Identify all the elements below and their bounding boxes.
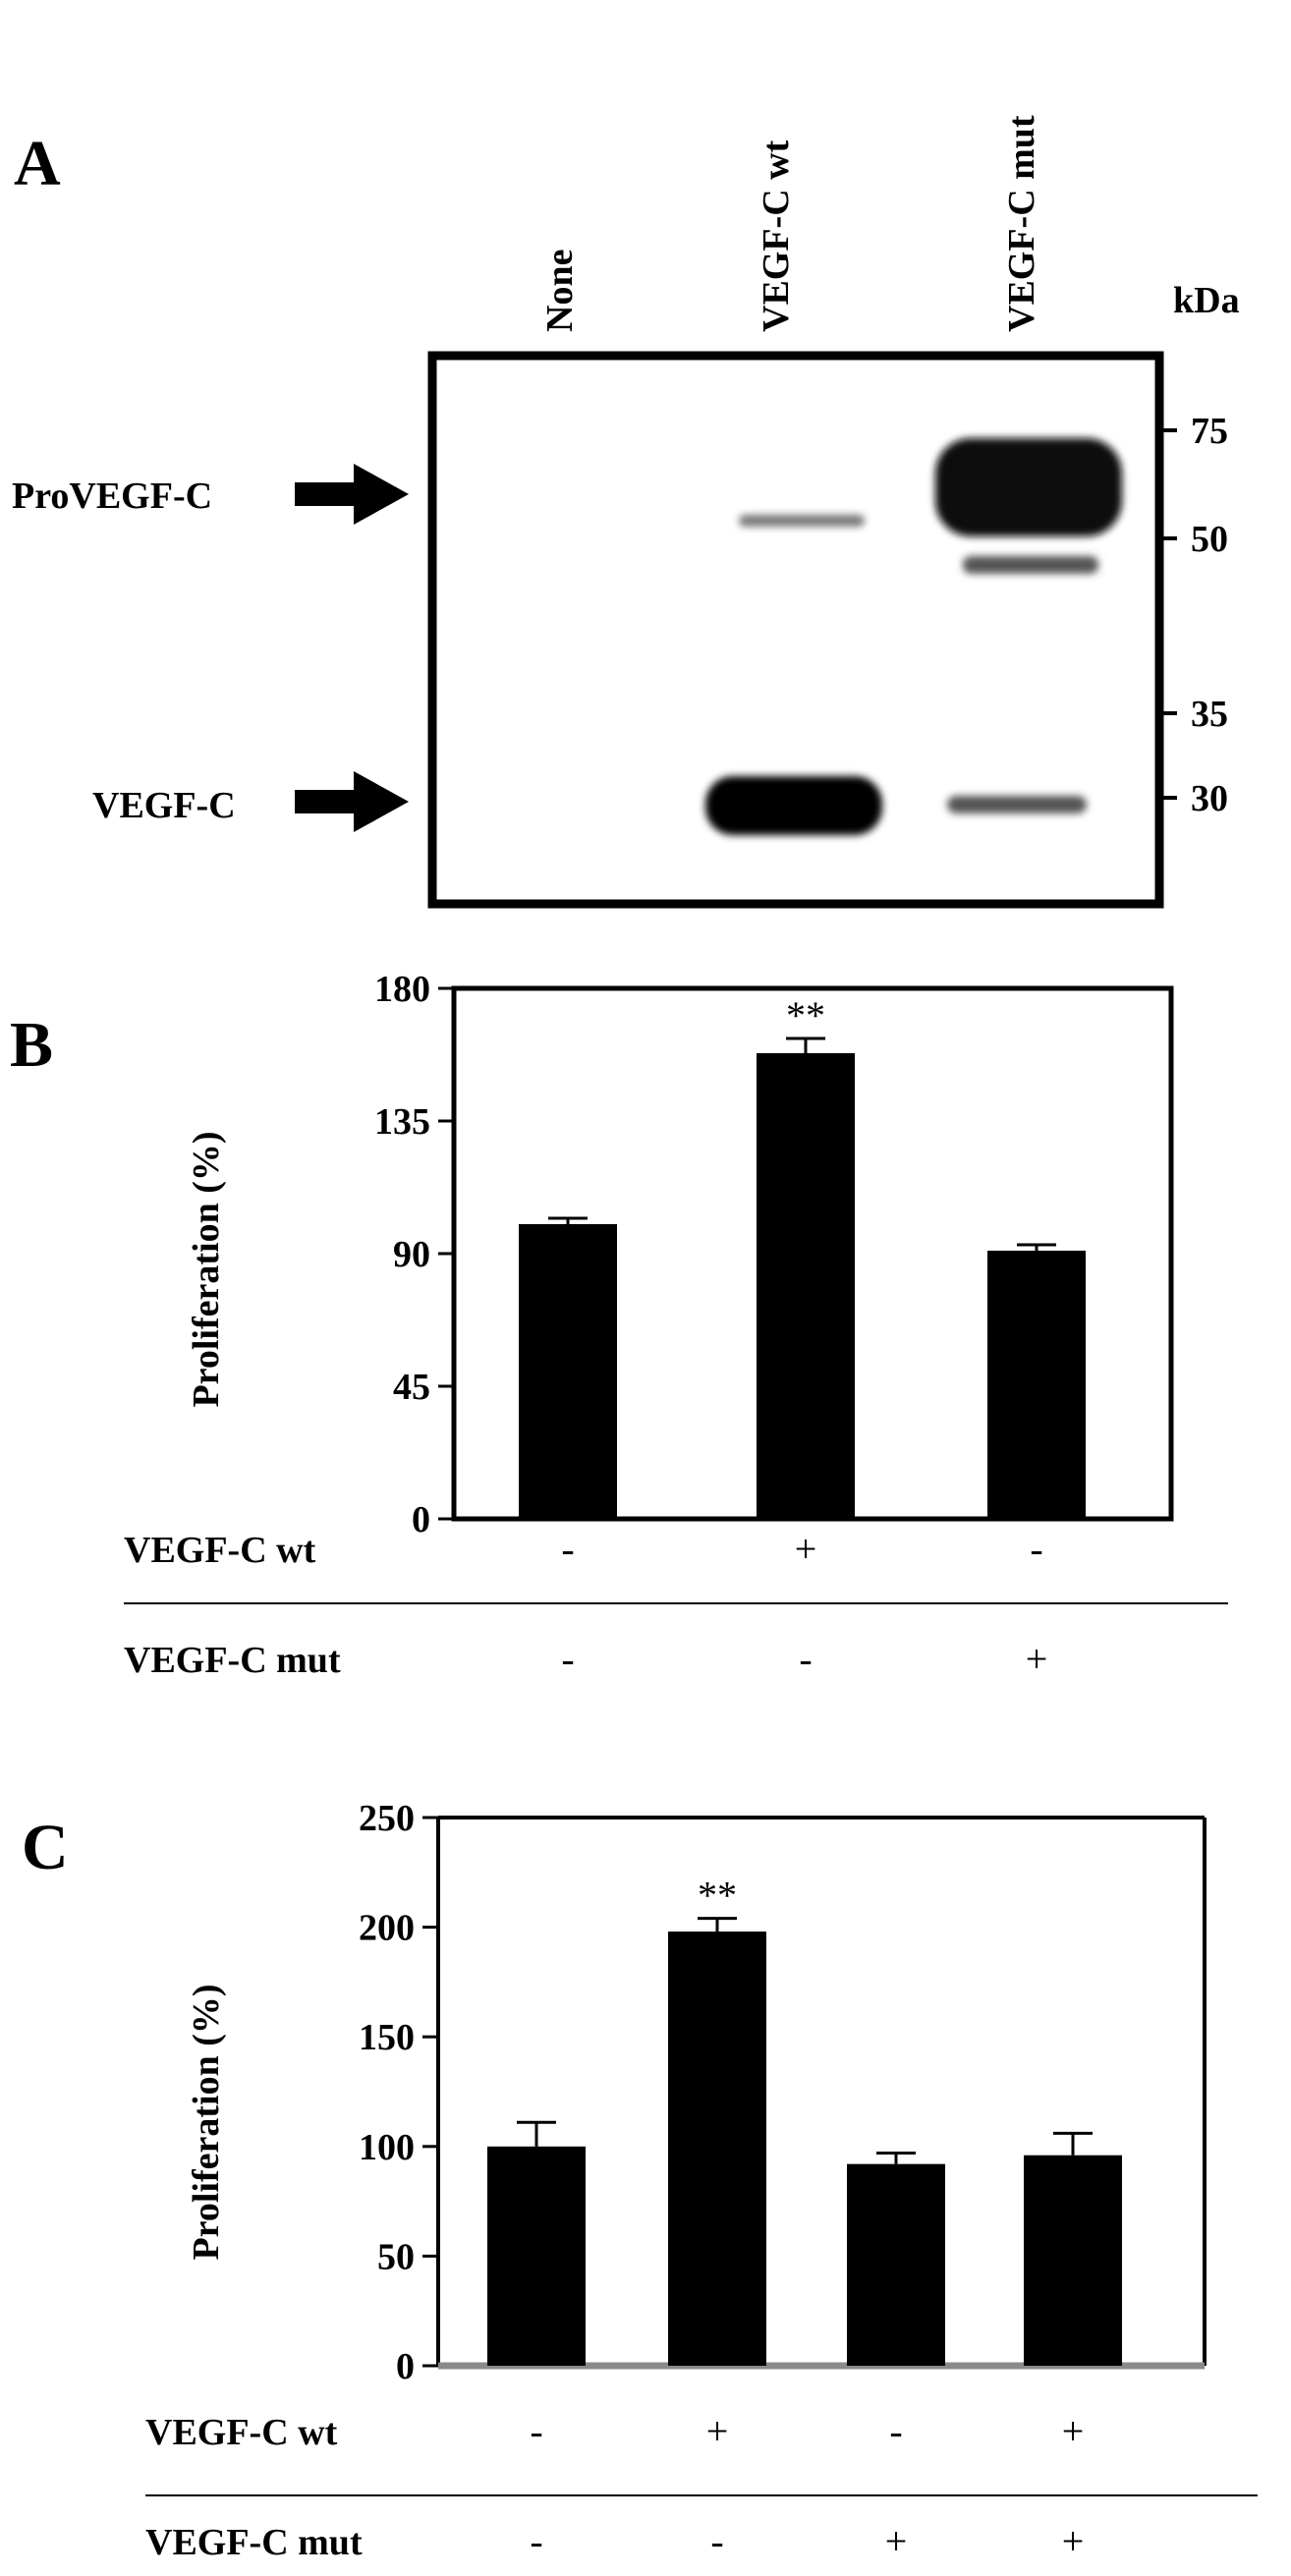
marker-ticks	[1159, 428, 1177, 800]
panel-c-ylabel: Proliferation (%)	[186, 1984, 227, 2260]
y-tick-label: 150	[359, 2017, 415, 2058]
chart-c: 0 50 100 150 200 250 ** VEGF-C wt - + - + VEGF-C mut…	[145, 1798, 1258, 2563]
panel-a: A None VEGF-C wt VEGF-C mut kDa 75 5	[12, 115, 1240, 909]
condition-sign: -	[799, 1637, 812, 1681]
y-tick-label: 200	[359, 1908, 415, 1949]
condition-sign: +	[795, 1527, 817, 1571]
significance-label: **	[698, 1874, 737, 1918]
marker-label-30: 30	[1191, 778, 1228, 819]
condition-sign: -	[561, 1527, 574, 1571]
condition-sign: -	[561, 1637, 574, 1681]
panel-c-letter: C	[22, 1812, 69, 1883]
chart-b: 0 45 90 135 180 ** VEGF-C wt - + - VEGF-C mut - - +	[124, 969, 1228, 1681]
condition-label: VEGF-C mut	[124, 1640, 341, 1681]
bar	[987, 1251, 1086, 1519]
marker-label-35: 35	[1191, 694, 1228, 735]
lane-label-vegfc-mut: VEGF-C mut	[1001, 115, 1042, 332]
blot-bands	[705, 438, 1122, 835]
condition-sign: +	[885, 2519, 908, 2563]
arrow-provegfc-icon	[295, 464, 409, 525]
arrow-label-vegfc: VEGF-C	[92, 785, 236, 826]
condition-sign: +	[706, 2409, 729, 2453]
condition-sign: +	[1062, 2519, 1085, 2563]
y-tick-label: 250	[359, 1798, 415, 1839]
condition-sign: +	[1026, 1637, 1048, 1681]
bar	[668, 1932, 766, 2366]
condition-sign: -	[1030, 1527, 1042, 1571]
y-tick-label: 45	[393, 1367, 430, 1408]
marker-label-50: 50	[1191, 519, 1228, 560]
panel-b-ylabel: Proliferation (%)	[186, 1131, 227, 1407]
y-tick-label: 135	[374, 1101, 430, 1143]
kda-label: kDa	[1173, 280, 1240, 321]
band-provegfc-wt	[739, 515, 865, 527]
arrow-label-provegfc: ProVEGF-C	[12, 476, 212, 517]
lane-label-none: None	[539, 250, 581, 332]
arrow-vegfc-icon	[295, 771, 409, 832]
panel-a-letter: A	[14, 128, 61, 199]
condition-sign: +	[1062, 2409, 1085, 2453]
lane-label-vegfc-wt: VEGF-C wt	[756, 140, 797, 332]
condition-label: VEGF-C wt	[124, 1530, 316, 1571]
bar	[519, 1224, 617, 1519]
significance-label: **	[786, 993, 825, 1037]
y-tick-label: 50	[377, 2236, 415, 2277]
condition-sign: -	[530, 2519, 542, 2563]
panel-c: C Proliferation (%) 0 50 100 150 200 250 ** VEG…	[22, 1798, 1258, 2563]
y-tick-label: 0	[412, 1499, 430, 1540]
bar	[757, 1053, 855, 1519]
panel-b-letter: B	[10, 1009, 53, 1081]
bar	[487, 2146, 586, 2366]
condition-sign: -	[530, 2409, 542, 2453]
band-vegfc-mut	[947, 796, 1087, 813]
y-tick-label: 0	[396, 2346, 415, 2387]
y-tick-label: 90	[393, 1234, 430, 1275]
condition-label: VEGF-C wt	[145, 2412, 338, 2453]
y-tick-label: 180	[374, 969, 430, 1010]
y-tick-label: 100	[359, 2127, 415, 2168]
marker-label-75: 75	[1191, 411, 1228, 452]
bar	[847, 2163, 945, 2366]
bar	[1024, 2155, 1122, 2366]
condition-sign: -	[889, 2409, 902, 2453]
band-provegfc-mut	[935, 438, 1122, 536]
panel-b: B Proliferation (%) 0 45 90 135 180 ** VEGF-C …	[10, 969, 1228, 1681]
band-provegfc-mut-lower	[963, 556, 1098, 574]
band-vegfc-wt	[705, 776, 882, 835]
condition-sign: -	[710, 2519, 723, 2563]
condition-label: VEGF-C mut	[145, 2522, 363, 2563]
